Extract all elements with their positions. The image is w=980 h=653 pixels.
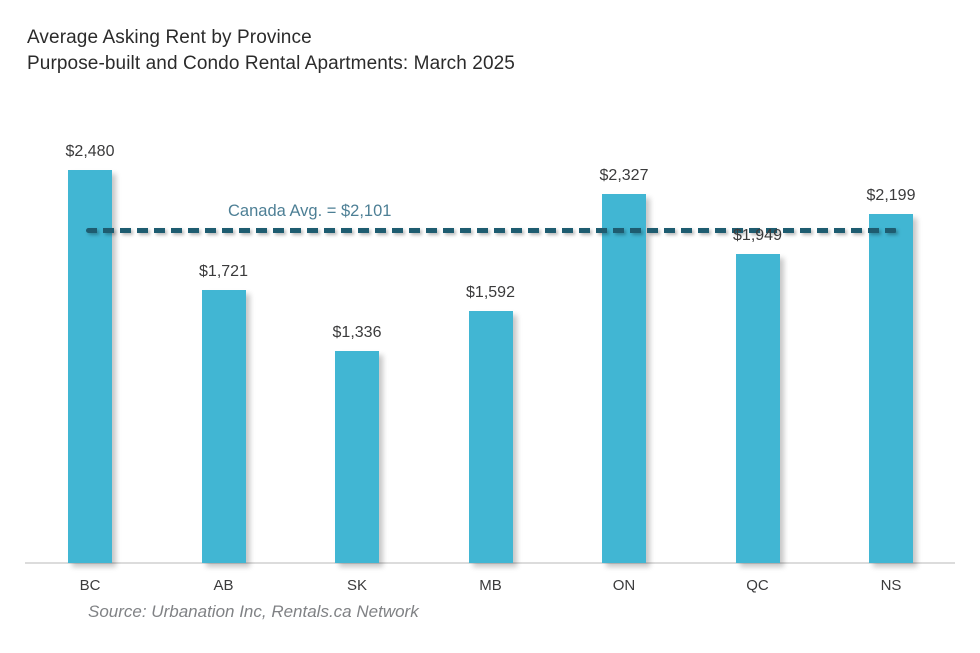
source-attribution: Source: Urbanation Inc, Rentals.ca Netwo… [88,602,419,621]
value-label-on: $2,327 [599,167,649,184]
value-label-qc: $1,949 [733,227,782,244]
chart-title: Average Asking Rent by Province [27,27,312,48]
x-axis-line [25,562,955,564]
bar-qc [735,254,780,563]
bar-on [602,194,646,563]
value-label-mb: $1,592 [466,284,515,301]
chart-subtitle: Purpose-built and Condo Rental Apartment… [27,53,515,74]
chart-title-block: Average Asking Rent by Province Purpose-… [27,25,515,77]
bar-bc [68,170,112,563]
value-label-sk: $1,336 [332,324,382,341]
x-axis-label-bc: BC [79,577,101,594]
value-label-ns: $2,199 [866,187,916,204]
bar-mb [468,311,513,563]
x-axis-label-ab: AB [213,577,234,594]
canada-average-dashed-line [86,228,897,233]
x-axis-label-on: ON [612,577,636,594]
x-axis-label-mb: MB [479,577,502,594]
value-label-bc: $2,480 [65,143,115,160]
x-axis-label-ns: NS [880,577,902,594]
bar-sk [335,351,379,563]
canada-average-label: Canada Avg. = $2,101 [228,202,392,220]
x-axis-label-qc: QC [746,577,769,594]
value-label-ab: $1,721 [199,263,248,280]
bar-ab [201,290,246,563]
x-axis-label-sk: SK [346,577,368,594]
bar-ns [869,214,913,563]
